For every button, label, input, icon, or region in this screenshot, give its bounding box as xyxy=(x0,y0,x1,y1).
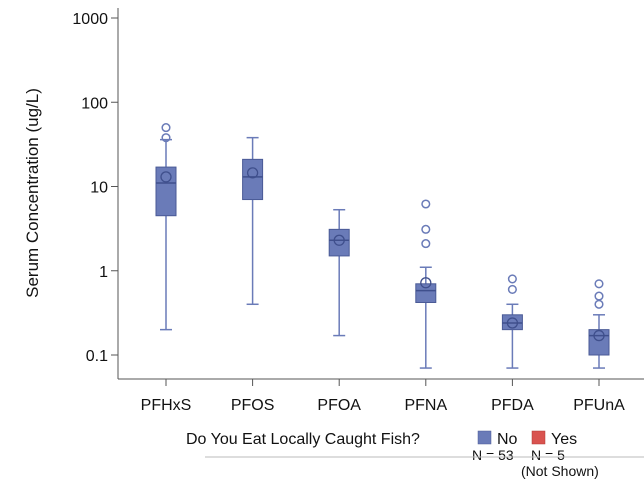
y-tick-label-2: 10 xyxy=(90,180,108,197)
mean-marker-4 xyxy=(506,317,519,329)
box-iqr-3 xyxy=(415,283,437,303)
x-tick-label-4: PFDA xyxy=(491,397,534,414)
box-pfos xyxy=(242,136,264,306)
box-pfda xyxy=(501,274,523,369)
box-iqr-2 xyxy=(328,228,350,257)
legend-label-no: No xyxy=(497,431,518,448)
y-tick-label-4: 1000 xyxy=(72,11,108,28)
y-tick-label-1: 1 xyxy=(99,264,108,281)
legend-sub-yes: N = 5 xyxy=(531,447,565,463)
mean-marker-0 xyxy=(160,171,172,183)
plot-area xyxy=(117,8,644,380)
x-axis-ticks: PFHxS PFOS PFOA PFNA PFDA PFUnA xyxy=(141,379,625,414)
outlier-3-2 xyxy=(421,199,431,209)
mean-marker-5 xyxy=(593,329,605,342)
box-pfhxs xyxy=(155,123,177,331)
y-tick-label-0: 0.1 xyxy=(86,348,108,365)
outlier-4-0 xyxy=(507,284,517,294)
outlier-5-2 xyxy=(594,279,604,289)
box-iqr-1 xyxy=(242,158,264,201)
outlier-0-1 xyxy=(161,123,171,133)
x-tick-label-5: PFUnA xyxy=(573,397,625,414)
outlier-3-1 xyxy=(421,224,431,234)
outlier-4-1 xyxy=(507,274,517,284)
outlier-3-0 xyxy=(421,239,431,249)
box-pfoa xyxy=(328,208,350,337)
x-tick-label-2: PFOA xyxy=(317,397,361,414)
outlier-5-0 xyxy=(594,299,604,309)
mean-marker-2 xyxy=(333,234,345,246)
outlier-0-0 xyxy=(161,133,171,143)
outlier-5-1 xyxy=(594,291,604,301)
x-tick-label-1: PFOS xyxy=(231,397,275,414)
legend: Do You Eat Locally Caught Fish? No N = 5… xyxy=(186,430,599,479)
box-iqr-0 xyxy=(155,166,177,217)
legend-note-yes: (Not Shown) xyxy=(521,463,599,479)
legend-swatch-yes xyxy=(531,430,546,445)
mean-marker-3 xyxy=(420,277,432,289)
box-iqr-5 xyxy=(588,329,610,356)
legend-sub-no: N = 53 xyxy=(472,447,514,463)
mean-marker-1 xyxy=(246,167,259,179)
x-tick-label-3: PFNA xyxy=(404,397,447,414)
x-tick-label-0: PFHxS xyxy=(141,397,192,414)
y-axis-title: Serum Concentration (ug/L) xyxy=(23,88,42,298)
box-series-no xyxy=(155,123,610,369)
legend-label-yes: Yes xyxy=(551,431,577,448)
y-axis-ticks: 0.1 1 10 100 1000 xyxy=(72,11,118,365)
box-pfna xyxy=(415,199,437,369)
y-tick-label-3: 100 xyxy=(81,95,108,112)
legend-title: Do You Eat Locally Caught Fish? xyxy=(186,431,420,448)
box-pfuna xyxy=(588,279,610,369)
legend-swatch-no xyxy=(477,430,492,445)
